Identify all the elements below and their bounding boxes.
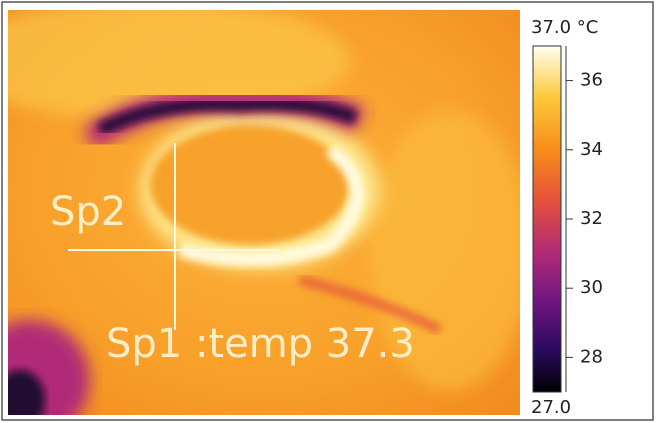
tick-label: 36	[580, 70, 603, 91]
tick-label: 30	[580, 277, 603, 298]
tick-label: 32	[580, 208, 603, 229]
spot-label: Sp1 :temp 37.3	[106, 321, 415, 367]
tick-label: 28	[580, 346, 603, 367]
color-scale	[532, 45, 562, 393]
tick-label: 34	[580, 139, 603, 160]
scale-max-label: 37.0 °C	[531, 17, 598, 38]
thermal-image: Sp2 Sp1 :temp 37.3	[8, 10, 520, 415]
spot-label: Sp2	[50, 189, 126, 235]
scale-ticks: 28 30 32 34 36	[566, 70, 603, 367]
scale-min-label: 27.0	[531, 397, 571, 418]
